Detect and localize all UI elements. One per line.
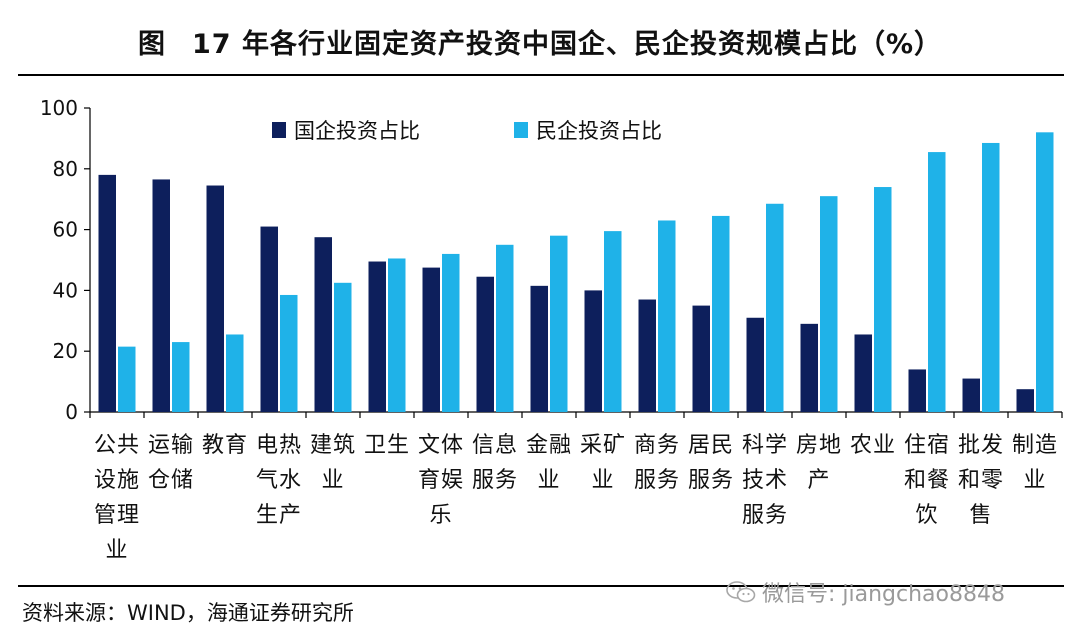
- category-label: 卫生: [364, 433, 410, 458]
- bar-soe: [152, 179, 170, 412]
- category-label: 饮: [915, 503, 938, 528]
- category-label: 服务: [688, 468, 734, 493]
- bar-private: [226, 334, 244, 412]
- bar-soe: [530, 285, 548, 412]
- source-note: 资料来源：WIND，海通证券研究所: [22, 601, 354, 625]
- category-label: 技术: [742, 468, 788, 493]
- bar-private: [496, 244, 514, 412]
- category-label: 售: [969, 503, 992, 528]
- bar-private: [172, 342, 190, 412]
- bar-private: [118, 346, 136, 412]
- bar-private: [280, 294, 298, 412]
- category-label: 教育: [202, 433, 248, 458]
- bar-soe: [314, 237, 332, 412]
- bar-private: [766, 203, 784, 412]
- bar-soe: [98, 174, 116, 412]
- y-tick-label: 20: [53, 339, 78, 363]
- category-label: 批发: [958, 433, 1004, 458]
- category-label: 设施: [94, 468, 140, 493]
- category-label: 仓储: [148, 468, 194, 493]
- category-label: 居民: [688, 433, 734, 458]
- category-label: 电热: [256, 433, 302, 458]
- category-label: 服务: [634, 468, 680, 493]
- bar-private: [928, 152, 946, 412]
- wechat-icon: [726, 581, 756, 603]
- category-label: 公共: [94, 433, 140, 458]
- bar-private: [1036, 132, 1054, 412]
- chart-title-text: 17 年各行业固定资产投资中国企、民企投资规模占比（%）: [191, 29, 943, 60]
- bar-soe: [584, 290, 602, 412]
- bar-private: [442, 253, 460, 412]
- bar-private: [334, 282, 352, 412]
- category-label: 业: [1023, 468, 1046, 493]
- bar-private: [550, 235, 568, 412]
- legend-swatch-private: [514, 122, 528, 138]
- watermark: 微信号: jiangchao8848: [726, 576, 1005, 608]
- category-label: 和零: [958, 468, 1004, 493]
- category-label: 房地: [796, 433, 842, 458]
- top-rule: [18, 74, 1064, 76]
- bar-soe: [206, 185, 224, 412]
- bar-soe: [1016, 389, 1034, 412]
- category-label: 建筑: [310, 433, 356, 458]
- category-label: 农业: [850, 433, 896, 458]
- legend-label-soe: 国企投资占比: [294, 119, 420, 143]
- bar-soe: [908, 369, 926, 412]
- bar-soe: [854, 334, 872, 412]
- bar-soe: [692, 305, 710, 412]
- bar-soe: [260, 226, 278, 412]
- category-label: 产: [807, 468, 830, 493]
- bar-soe: [476, 276, 494, 412]
- bottom-rule: [18, 585, 1064, 587]
- category-label: 业: [105, 538, 128, 563]
- figure-label: 图: [137, 29, 166, 60]
- bar-private: [820, 196, 838, 412]
- category-label: 业: [321, 468, 344, 493]
- category-label: 生产: [256, 503, 302, 528]
- category-label: 和餐: [904, 468, 950, 493]
- bar-private: [982, 142, 1000, 412]
- bar-private: [874, 187, 892, 412]
- category-label: 运输: [148, 433, 194, 458]
- chart-title: 图 17 年各行业固定资产投资中国企、民企投资规模占比（%）: [0, 22, 1080, 61]
- category-label: 科学: [742, 433, 788, 458]
- category-label: 管理: [94, 503, 140, 528]
- category-label: 信息: [472, 433, 518, 458]
- category-label: 金融: [526, 433, 572, 458]
- bar-soe: [746, 317, 764, 412]
- legend-swatch-soe: [272, 122, 286, 138]
- category-label: 业: [591, 468, 614, 493]
- category-label: 住宿: [904, 433, 950, 458]
- bar-private: [658, 220, 676, 412]
- category-label: 服务: [472, 468, 518, 493]
- category-label: 业: [537, 468, 560, 493]
- watermark-text: 微信号: jiangchao8848: [762, 582, 1005, 607]
- category-label: 乐: [429, 503, 452, 528]
- bar-soe: [368, 261, 386, 412]
- bar-soe: [800, 323, 818, 412]
- category-label: 文体: [418, 433, 464, 458]
- category-label: 商务: [634, 433, 680, 458]
- category-label: 采矿: [580, 433, 626, 458]
- y-tick-label: 60: [53, 218, 78, 242]
- bar-private: [388, 258, 406, 412]
- bar-private: [604, 231, 622, 412]
- legend-label-private: 民企投资占比: [536, 119, 662, 143]
- category-label: 育娱: [418, 468, 464, 493]
- y-tick-label: 40: [53, 278, 78, 302]
- y-tick-label: 80: [53, 157, 78, 181]
- category-label: 气水: [256, 468, 302, 493]
- bar-soe: [962, 378, 980, 412]
- bar-soe: [638, 299, 656, 412]
- y-tick-label: 100: [40, 96, 78, 120]
- category-label: 服务: [742, 503, 788, 528]
- bar-soe: [422, 267, 440, 412]
- category-label: 制造: [1012, 433, 1058, 458]
- bar-private: [712, 215, 730, 412]
- y-tick-label: 0: [65, 400, 78, 424]
